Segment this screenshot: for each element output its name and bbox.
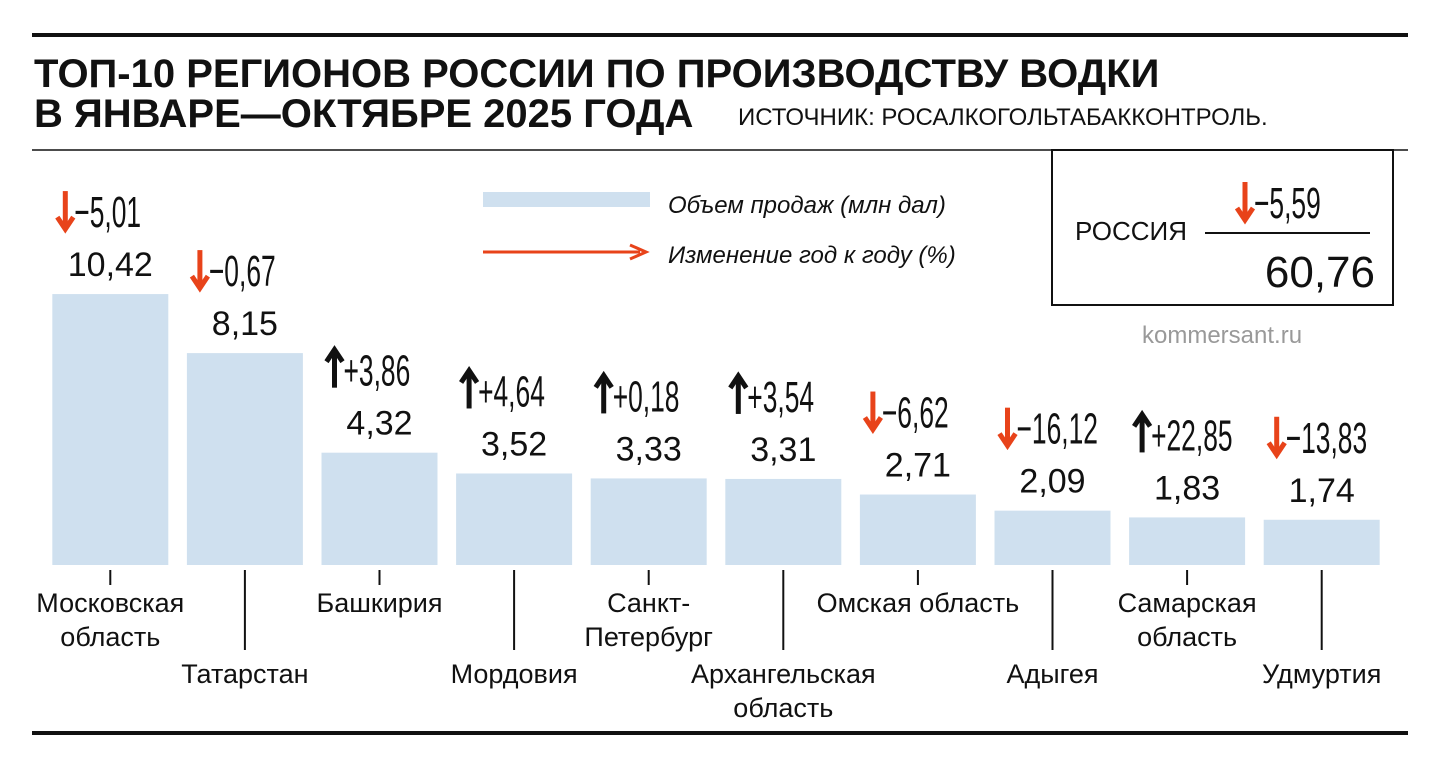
legend-arrow-head	[629, 243, 650, 261]
x-tick-label: область	[1137, 622, 1237, 652]
x-tick-label: Санкт-	[607, 588, 690, 618]
source: ИСТОЧНИК: РОСАЛКОГОЛЬТАБАККОНТРОЛЬ.	[738, 104, 1268, 131]
change-arrow	[997, 407, 1018, 451]
bar	[1263, 519, 1380, 565]
legend-swatch	[483, 192, 650, 207]
bar	[456, 473, 573, 565]
change-label: −6,62	[882, 388, 949, 438]
change-arrow	[324, 345, 345, 388]
change-arrow	[593, 370, 614, 414]
change-arrow-head	[862, 416, 883, 435]
change-label: +3,54	[747, 372, 814, 422]
change-arrow-head	[997, 432, 1018, 451]
change-label: +3,86	[344, 346, 411, 396]
chart-title: ТОП-10 РЕГИОНОВ РОССИИ ПО ПРОИЗВОДСТВУ В…	[34, 52, 1159, 96]
x-tick-label: Петербург	[584, 622, 713, 652]
watermark: kommersant.ru	[1142, 322, 1302, 349]
bar	[859, 494, 976, 565]
x-tick-label: область	[60, 622, 160, 652]
change-arrow-head	[55, 215, 76, 234]
value-label: 3,31	[750, 431, 816, 469]
change-label: +4,64	[478, 366, 545, 416]
total-label: РОССИЯ	[1075, 216, 1187, 246]
change-arrow	[728, 371, 749, 414]
bar	[52, 294, 169, 565]
change-arrow-head	[459, 365, 480, 384]
change-arrow	[189, 250, 210, 293]
x-tick-label: Самарская	[1118, 588, 1257, 618]
total-value: 60,76	[1265, 248, 1375, 297]
change-arrow	[459, 365, 480, 409]
x-tick-label: Татарстан	[181, 659, 308, 689]
change-arrow	[1234, 182, 1256, 225]
bar	[994, 510, 1111, 565]
bar	[321, 452, 438, 565]
change-label: −13,83	[1286, 413, 1367, 463]
value-label: 1,74	[1289, 472, 1355, 510]
change-arrow-head	[728, 371, 749, 390]
change-arrow-head	[593, 370, 614, 389]
bar	[590, 478, 707, 565]
bar	[186, 353, 303, 565]
value-label: 2,71	[885, 447, 951, 485]
value-label: 10,42	[68, 246, 153, 284]
x-tick-label: Удмуртия	[1262, 659, 1381, 689]
chart-title: В ЯНВАРЕ—ОКТЯБРЕ 2025 ГОДА	[34, 92, 693, 136]
value-label: 1,83	[1154, 469, 1220, 507]
value-label: 4,32	[346, 405, 412, 443]
change-arrow	[862, 391, 883, 435]
change-arrow-head	[1234, 206, 1256, 225]
change-label: −5,01	[74, 187, 141, 237]
legend-label: Объем продаж (млн дал)	[668, 192, 946, 219]
change-arrow	[1132, 409, 1153, 453]
change-arrow-head	[1266, 441, 1287, 460]
change-arrow-head	[324, 345, 345, 364]
value-label: 3,52	[481, 425, 547, 463]
x-tick-label: область	[733, 693, 833, 723]
value-label: 8,15	[212, 305, 278, 343]
change-arrow-head	[1132, 409, 1153, 428]
x-tick-label: Адыгея	[1006, 659, 1098, 689]
x-tick-label: Мордовия	[451, 659, 578, 689]
change-arrow	[55, 191, 76, 234]
change-label: +22,85	[1151, 410, 1232, 460]
change-arrow	[1266, 416, 1287, 460]
bar	[1129, 517, 1246, 565]
x-tick-label: Омская область	[817, 588, 1020, 618]
x-tick-label: Московская	[36, 588, 184, 618]
legend-arrow	[483, 243, 650, 261]
x-tick-label: Архангельская	[691, 659, 876, 689]
change-label: +0,18	[613, 371, 680, 421]
value-label: 2,09	[1019, 463, 1085, 501]
total-box	[1051, 149, 1394, 306]
change-arrow-head	[189, 274, 210, 293]
change-label: −0,67	[209, 246, 276, 296]
change-label: −16,12	[1017, 404, 1098, 454]
x-tick-label: Башкирия	[316, 588, 442, 618]
legend-label: Изменение год к году (%)	[668, 242, 956, 269]
change-label: −5,59	[1254, 178, 1321, 228]
bar	[725, 478, 842, 565]
value-label: 3,33	[616, 430, 682, 468]
